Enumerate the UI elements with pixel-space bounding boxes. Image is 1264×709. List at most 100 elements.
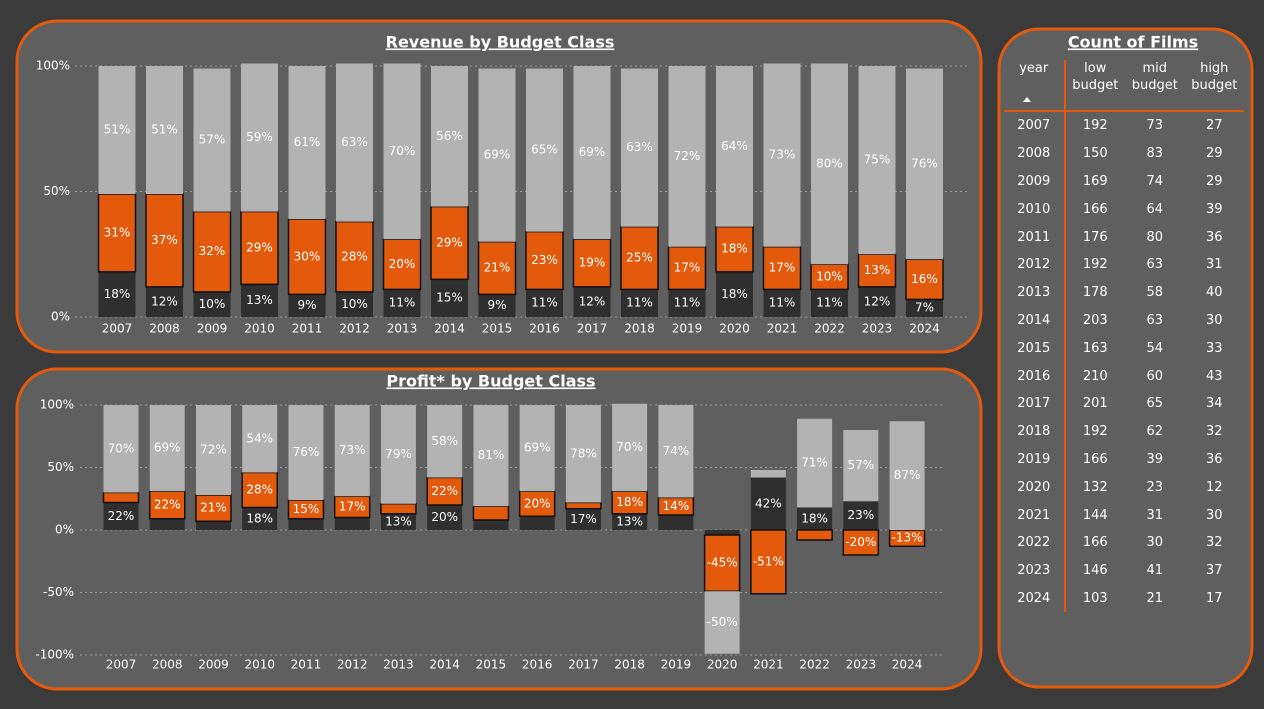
table-cell: 2007 — [1004, 111, 1066, 140]
data-label: 11% — [626, 296, 653, 310]
bar-segment — [240, 210, 279, 286]
data-label: 21% — [484, 261, 511, 275]
x-tick-label: 2015 — [482, 322, 513, 336]
bar-segment — [811, 289, 848, 317]
bar-segment — [427, 405, 463, 478]
bar-segment — [703, 534, 741, 592]
data-label: 70% — [616, 440, 643, 454]
bar-segment — [612, 403, 648, 492]
table-cell: 169 — [1082, 173, 1108, 189]
data-label: 18% — [801, 511, 828, 525]
data-label: 23% — [848, 508, 875, 522]
data-label: 22% — [154, 498, 181, 512]
bar-segment — [621, 289, 658, 317]
bar-segment — [519, 405, 555, 492]
x-tick-label: 2007 — [102, 322, 133, 336]
bar-segment — [380, 503, 417, 515]
bar-segment — [336, 291, 373, 317]
x-tick-label: 2016 — [529, 322, 560, 336]
table-cell: 73 — [1146, 118, 1164, 134]
table-cell: 176 — [1082, 229, 1108, 245]
data-label: 70% — [389, 144, 416, 158]
data-label: 73% — [339, 443, 366, 457]
table-row: 2007 192 73 27 — [1004, 111, 1244, 140]
data-label: 57% — [848, 458, 875, 472]
table-row: 2008 150 83 29 — [1004, 139, 1244, 168]
bar-segment — [431, 279, 468, 317]
bar-segment — [195, 405, 231, 495]
data-label: 11% — [389, 296, 416, 310]
data-label: 75% — [864, 153, 891, 167]
data-label: 81% — [478, 448, 505, 462]
x-tick-label: 2012 — [337, 658, 368, 672]
bar-segment — [145, 193, 184, 288]
data-label: 65% — [531, 143, 558, 157]
data-label: 17% — [339, 499, 366, 513]
data-label: 17% — [570, 512, 597, 526]
bar-segment — [380, 405, 416, 504]
table-cell: 2021 — [1004, 501, 1066, 529]
table-cell: 2020 — [1004, 473, 1066, 502]
x-tick-label: 2008 — [149, 322, 180, 336]
x-tick-label: 2017 — [568, 658, 599, 672]
data-label: 64% — [721, 139, 748, 153]
x-tick-label: 2019 — [661, 658, 692, 672]
data-label: 10% — [199, 297, 226, 311]
data-label: 15% — [436, 291, 463, 305]
bar-segment — [621, 68, 658, 227]
bar-segment — [383, 63, 421, 240]
table-cell: 166 — [1082, 535, 1108, 551]
column-header-text: mid budget — [1131, 61, 1178, 93]
table-cell: 2018 — [1004, 417, 1066, 446]
bar-segment — [526, 68, 563, 232]
table-cell: 2017 — [1004, 389, 1066, 418]
bar-segment — [858, 286, 896, 317]
bar-segment — [716, 271, 753, 317]
data-label: 22% — [108, 509, 135, 523]
x-tick-label: 2022 — [814, 322, 845, 336]
bar-segment — [472, 505, 510, 521]
data-label: 19% — [579, 256, 606, 270]
data-label: 72% — [200, 443, 227, 457]
x-tick-label: 2020 — [707, 658, 738, 672]
header-row: year low budget mid budget high budget — [1004, 60, 1244, 112]
table-cell: 41 — [1146, 563, 1164, 579]
bar-segment — [473, 520, 509, 530]
bar-segment — [906, 299, 943, 317]
data-label: 20% — [524, 496, 551, 510]
table-row: 2012 192 63 31 — [1004, 250, 1244, 279]
data-label: 37% — [151, 233, 178, 247]
data-label: 59% — [246, 130, 273, 144]
x-tick-label: 2024 — [892, 658, 923, 672]
table-cell: 103 — [1082, 590, 1108, 606]
bar-segment — [858, 66, 896, 255]
table-cell: 146 — [1082, 563, 1108, 579]
table-cell: 17 — [1205, 590, 1223, 606]
table-cell: 30 — [1205, 507, 1223, 523]
x-tick-label: 2022 — [799, 658, 830, 672]
table-row: 2018 192 62 32 — [1004, 417, 1244, 446]
data-label: 12% — [579, 294, 606, 308]
table-cell: 192 — [1082, 257, 1108, 273]
chart-title: Profit* by Budget Class — [386, 372, 595, 391]
bar-segment — [241, 63, 278, 212]
x-tick-label: 2019 — [672, 322, 703, 336]
data-label: 20% — [431, 510, 458, 524]
table-cell: 29 — [1205, 146, 1223, 162]
data-label: 12% — [151, 294, 178, 308]
y-tick-label: 50% — [43, 184, 70, 198]
x-tick-label: 2018 — [614, 658, 645, 672]
bar-segment — [103, 405, 139, 493]
table-row: 2010 166 64 39 — [1004, 195, 1244, 224]
table-cell: 36 — [1205, 451, 1223, 467]
y-tick-label: -50% — [43, 585, 74, 599]
data-label: 69% — [524, 441, 551, 455]
table-cell: 2013 — [1004, 278, 1066, 307]
data-label: 54% — [246, 431, 273, 445]
data-label: 31% — [104, 225, 131, 239]
bar-segment — [843, 430, 879, 502]
data-label: 9% — [487, 298, 506, 312]
table: year low budget mid budget high budget 2007… — [1004, 60, 1244, 613]
data-label: 56% — [436, 129, 463, 143]
